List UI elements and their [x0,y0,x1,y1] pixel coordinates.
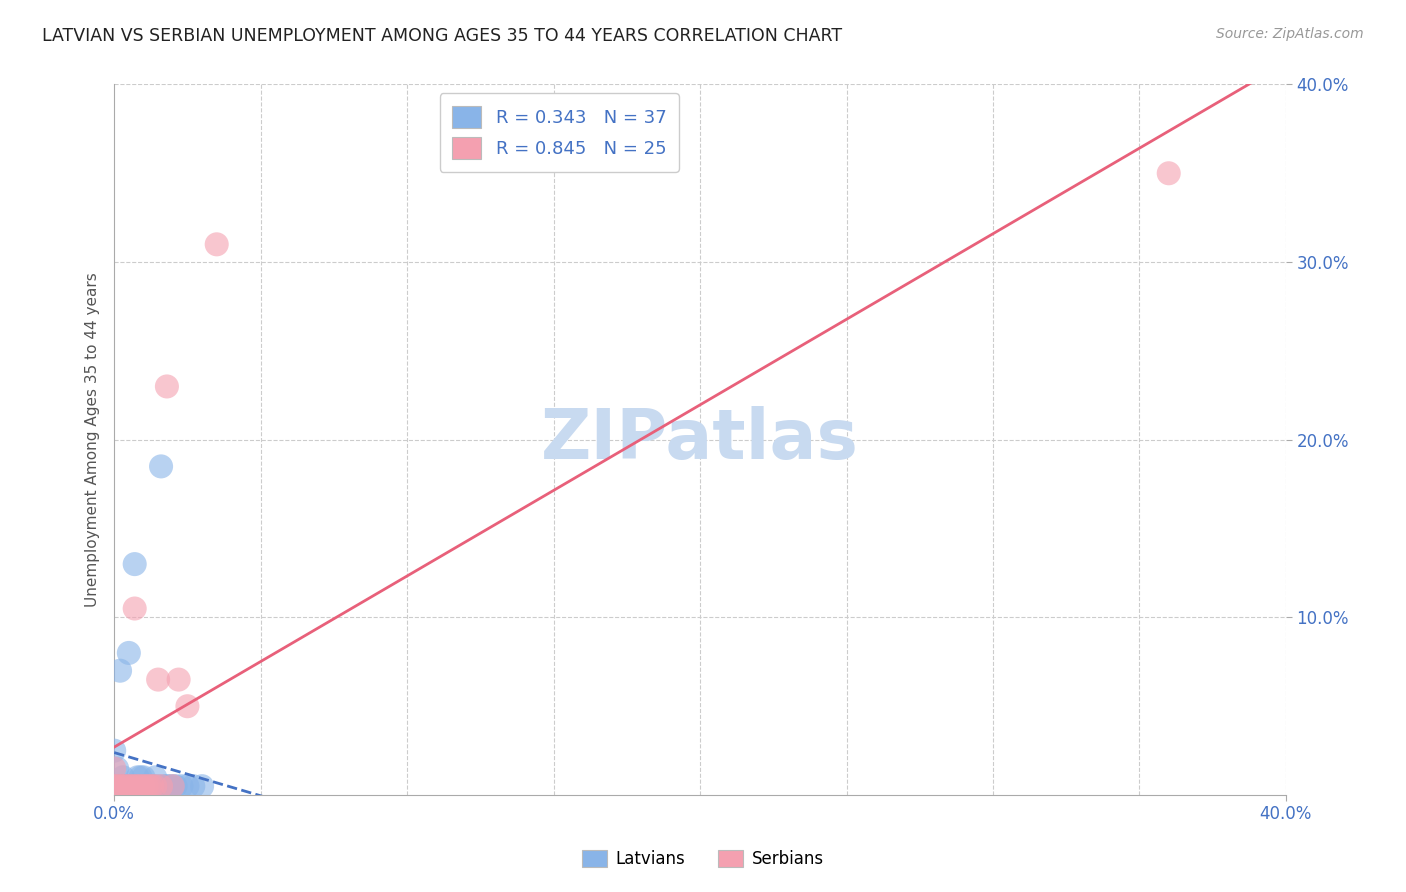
Point [135,779,157,793]
Point [111,779,134,793]
Point [167,673,190,687]
Legend: R = 0.343   N = 37, R = 0.845   N = 25: R = 0.343 N = 37, R = 0.845 N = 25 [440,94,679,172]
Point [156,379,179,393]
Point [108,664,131,678]
Point [132,779,155,793]
Point [105,761,128,775]
Point [115,779,138,793]
Point [103,779,125,793]
Point [141,779,163,793]
Point [118,646,141,660]
Point [118,779,141,793]
Point [141,779,163,793]
Point [115,779,138,793]
Point [135,779,157,793]
Point [105,779,128,793]
Point [108,779,131,793]
Legend: Latvians, Serbians: Latvians, Serbians [575,843,831,875]
Point [105,779,128,793]
Point [129,779,152,793]
Point [127,779,149,793]
Point [121,779,143,793]
Point [129,779,152,793]
Point [150,779,173,793]
Y-axis label: Unemployment Among Ages 35 to 44 years: Unemployment Among Ages 35 to 44 years [86,272,100,607]
Point [176,779,198,793]
Point [103,761,125,775]
Point [135,779,157,793]
Text: ZIPatlas: ZIPatlas [541,406,859,474]
Point [181,779,204,793]
Point [153,779,176,793]
Point [132,779,155,793]
Point [138,779,160,793]
Point [124,601,146,615]
Point [118,779,141,793]
Point [162,779,184,793]
Point [103,744,125,758]
Point [138,779,160,793]
Point [165,779,187,793]
Point [162,779,184,793]
Point [1157,166,1180,180]
Point [205,237,228,252]
Point [124,779,146,793]
Point [143,770,166,784]
Point [191,779,214,793]
Point [124,779,146,793]
Point [146,779,169,793]
Point [176,699,198,714]
Point [132,770,155,784]
Point [124,557,146,571]
Point [108,779,131,793]
Point [111,779,134,793]
Text: LATVIAN VS SERBIAN UNEMPLOYMENT AMONG AGES 35 TO 44 YEARS CORRELATION CHART: LATVIAN VS SERBIAN UNEMPLOYMENT AMONG AG… [42,27,842,45]
Point [111,770,134,784]
Point [127,770,149,784]
Point [146,673,169,687]
Point [141,779,163,793]
Point [127,779,149,793]
Point [121,779,143,793]
Point [150,459,173,474]
Point [143,779,166,793]
Point [156,779,179,793]
Text: Source: ZipAtlas.com: Source: ZipAtlas.com [1216,27,1364,41]
Point [121,779,143,793]
Point [129,770,152,784]
Point [159,779,181,793]
Point [170,779,193,793]
